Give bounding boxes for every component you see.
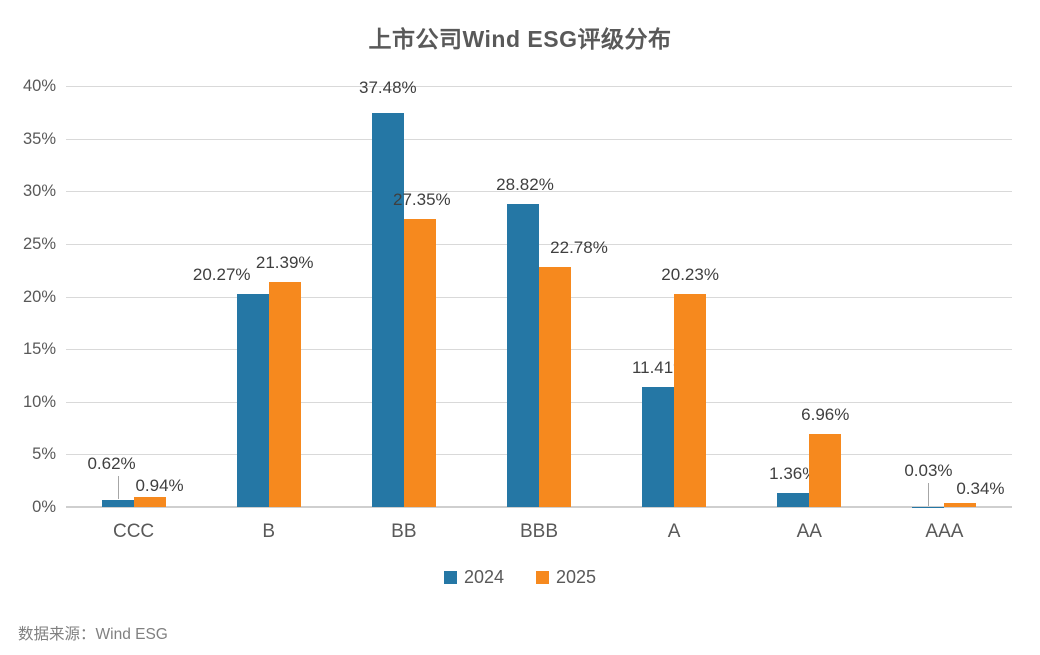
y-tick-label: 20% — [22, 287, 56, 306]
category-label-A: A — [667, 521, 681, 542]
y-tick-label: 35% — [22, 129, 56, 148]
bar-2024-A — [642, 386, 675, 507]
legend-item-2025: 2025 — [536, 567, 596, 588]
bar-value-label-2024-AA: 1.36% — [769, 463, 818, 483]
bar-value-label-2024-BBB: 28.82% — [496, 174, 554, 194]
legend-swatch-2025 — [536, 571, 549, 584]
y-tick-label: 0% — [32, 497, 56, 516]
bar-2024-BBB — [507, 203, 539, 507]
bar-value-label-2025-A: 20.23% — [661, 265, 719, 285]
y-tick-label: 15% — [22, 339, 56, 358]
bar-2025-AA — [809, 433, 842, 507]
y-tick-label: 30% — [22, 182, 56, 200]
bar-2024-BB — [371, 112, 404, 507]
category-label-B: B — [262, 521, 276, 542]
legend-item-2024: 2024 — [443, 567, 504, 588]
chart-legend: 2024 2025 — [0, 567, 1040, 588]
bar-value-label-2025-AAA: 0.34% — [956, 479, 1005, 499]
bar-value-label-2024-BB: 37.48% — [359, 77, 417, 97]
category-label-AA: AA — [796, 521, 822, 542]
label-leader-line-CCC — [117, 476, 119, 500]
y-tick-label: 10% — [22, 392, 56, 411]
y-tick-label: 40% — [22, 76, 56, 95]
x-axis-line — [66, 506, 1012, 508]
legend-label-2025: 2025 — [556, 567, 597, 587]
source-note: 数据来源：Wind ESG — [18, 626, 168, 643]
bar-2024-CCC — [101, 500, 134, 507]
y-tick-label: 5% — [32, 445, 56, 464]
gridline — [66, 138, 1012, 140]
bar-value-label-2025-BB: 27.35% — [393, 190, 451, 210]
category-label-BBB: BBB — [519, 521, 559, 542]
category-label-BB: BB — [391, 521, 417, 542]
gridline — [66, 86, 1012, 87]
bar-2025-CCC — [133, 497, 166, 507]
legend-label-2024: 2024 — [463, 567, 504, 587]
label-leader-line-AAA — [928, 482, 930, 506]
gridline — [66, 191, 1012, 193]
bar-2024-B — [236, 293, 269, 507]
bar-value-label-2025-BBB: 22.78% — [550, 238, 608, 258]
category-label-CCC: CCC — [112, 521, 155, 542]
bar-value-label-2025-AA: 6.96% — [801, 404, 850, 424]
bar-2025-B — [268, 281, 301, 507]
bar-value-label-2025-B: 21.39% — [255, 252, 314, 272]
chart-title: 上市公司Wind ESG评级分布 — [368, 26, 672, 52]
bar-2025-AAA — [944, 503, 977, 507]
legend-swatch-2024 — [443, 571, 457, 584]
bar-value-label-2024-AAA: 0.03% — [904, 460, 953, 480]
bar-2025-BBB — [539, 267, 571, 507]
bar-value-label-2025-CCC: 0.94% — [135, 476, 184, 496]
bar-value-label-2024-B: 20.27% — [192, 264, 251, 284]
bar-value-label-2024-CCC: 0.62% — [87, 454, 136, 474]
y-tick-label: 25% — [22, 234, 56, 253]
gridline — [66, 243, 1012, 245]
bar-2024-AA — [777, 492, 810, 507]
category-label-AAA: AAA — [925, 521, 964, 542]
bar-2025-BB — [403, 219, 436, 507]
bar-2025-A — [674, 294, 707, 507]
